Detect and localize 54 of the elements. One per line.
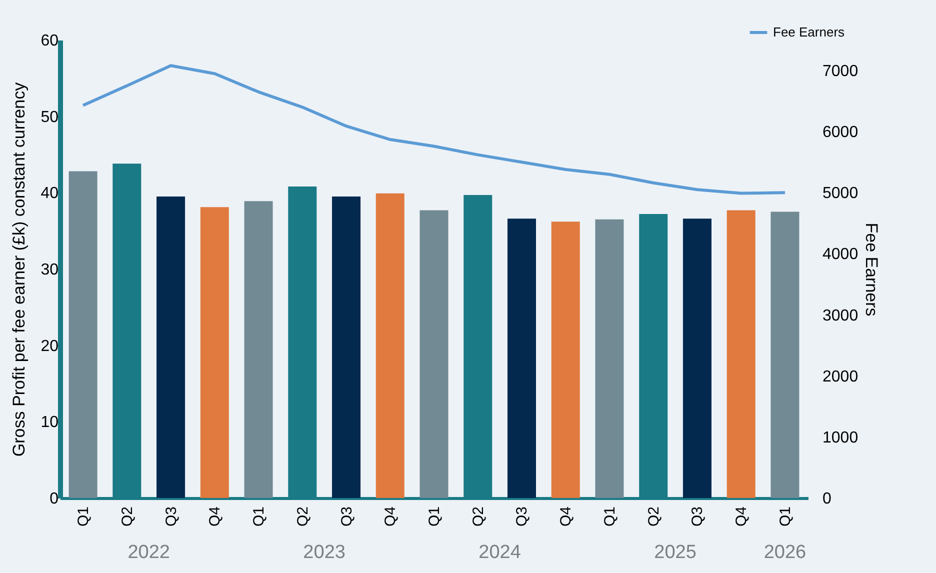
y2-tick-label: 6000 bbox=[822, 124, 858, 142]
y2-tick-label: 2000 bbox=[822, 368, 858, 386]
text: 2025 bbox=[654, 542, 696, 563]
x-tick-label: Q2 bbox=[470, 506, 487, 527]
x-tick-label: Q4 bbox=[206, 506, 224, 527]
bar bbox=[68, 171, 98, 498]
bar bbox=[551, 222, 580, 498]
x-tick-label: Q1 bbox=[776, 506, 794, 527]
y-tick-label: 30 bbox=[40, 262, 59, 278]
text: 2023 bbox=[303, 542, 346, 563]
x-tick-label: Q3 bbox=[689, 506, 706, 527]
x-tick-label: Q1 bbox=[426, 506, 443, 527]
x-tick-label: Q1 bbox=[601, 506, 618, 527]
text: 2024 bbox=[478, 542, 522, 563]
x-tick-label: Q3 bbox=[514, 506, 531, 527]
y-tick-label: 40 bbox=[40, 185, 59, 202]
x-tick-label: Q3 bbox=[162, 506, 180, 527]
x-tick-label: Q2 bbox=[118, 506, 136, 527]
x-tick-label: Q4 bbox=[558, 506, 575, 527]
bar bbox=[595, 219, 624, 498]
line-series bbox=[82, 64, 786, 195]
bar bbox=[332, 196, 361, 498]
bar bbox=[156, 196, 186, 498]
bar bbox=[770, 212, 800, 498]
y2-tick-label: 4000 bbox=[822, 246, 858, 264]
y2-tick-label: 5000 bbox=[822, 185, 858, 202]
y2-axis-title: Fee Earners bbox=[862, 222, 882, 316]
y-tick-label: 10 bbox=[40, 414, 59, 432]
y2-tick-label: 1000 bbox=[822, 429, 858, 446]
y-tick-label: 20 bbox=[40, 338, 59, 355]
y2-tick-label: 0 bbox=[822, 490, 832, 508]
y2-tick-label: 3000 bbox=[822, 307, 858, 324]
bar bbox=[507, 218, 536, 498]
bar bbox=[682, 218, 712, 498]
bar bbox=[726, 210, 756, 498]
x-tick-label: Q1 bbox=[75, 506, 92, 527]
y-tick-label: 0 bbox=[50, 490, 59, 508]
y-tick-label: 50 bbox=[40, 108, 59, 126]
y2-tick-label: 7000 bbox=[822, 63, 858, 80]
x-tick-label: Q3 bbox=[338, 506, 356, 527]
bar bbox=[244, 201, 273, 498]
x-tick-label: Q4 bbox=[733, 506, 750, 527]
x-tick-label: Q2 bbox=[294, 506, 312, 527]
x-tick-label: Q4 bbox=[382, 506, 400, 527]
y-axis-title: Gross Profit per fee earner (£k) constant currency bbox=[10, 82, 29, 457]
bar bbox=[420, 210, 448, 498]
text: 2022 bbox=[128, 542, 170, 563]
text: 2026 bbox=[764, 542, 806, 563]
bar bbox=[200, 207, 229, 498]
y-tick-label: 60 bbox=[40, 32, 59, 50]
x-tick-label: Q2 bbox=[645, 506, 662, 527]
bar bbox=[376, 193, 404, 498]
legend-label: Fee Earners bbox=[773, 24, 846, 40]
x-tick-label: Q1 bbox=[250, 506, 268, 527]
